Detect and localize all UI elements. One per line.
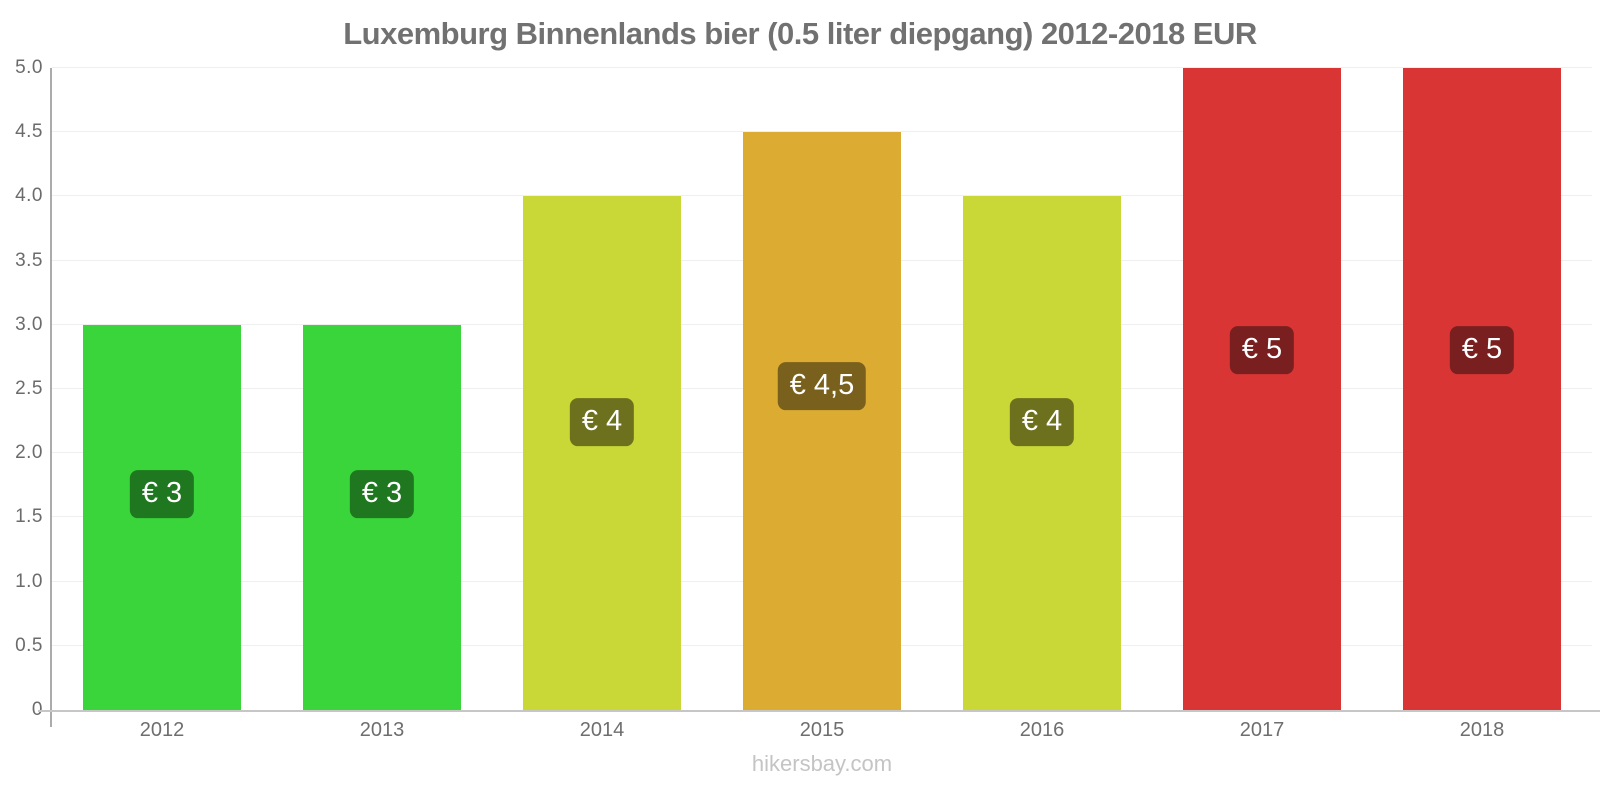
x-axis-tick-label: 2016: [1019, 719, 1065, 741]
bar-2014: € 4: [522, 196, 682, 710]
y-axis-tick-label: 2.0: [15, 442, 43, 464]
x-axis-tick-label: 2017: [1239, 719, 1285, 741]
bar-value-badge: € 4,5: [777, 362, 867, 411]
bar-2012: € 3: [82, 324, 242, 710]
bar-2013: € 3: [302, 324, 462, 710]
bar-value-badge: € 5: [1229, 326, 1295, 375]
y-axis-tick-label: 4.5: [15, 121, 43, 143]
y-axis-line: [50, 68, 52, 727]
gridline: [52, 131, 1592, 133]
bar-2018: € 5: [1402, 68, 1562, 710]
y-axis-tick-label: 3.5: [15, 249, 43, 271]
y-axis-tick-label: 5.0: [15, 57, 43, 78]
y-axis-tick-label: 0.5: [15, 634, 43, 656]
footer-watermark: hikersbay.com: [751, 751, 893, 776]
y-axis-tick-label: 4.0: [15, 185, 43, 207]
bar-value-badge: € 3: [129, 470, 195, 519]
y-axis-tick-label: 3.0: [15, 313, 43, 335]
bar-value-badge: € 4: [569, 398, 635, 447]
bar-value-badge: € 3: [349, 470, 415, 519]
x-axis-tick-label: 2013: [359, 719, 405, 741]
y-axis-tick-label: 1.5: [15, 506, 43, 528]
chart-title: Luxemburg Binnenlands bier (0.5 liter di…: [343, 16, 1257, 51]
x-axis-tick-label: 2018: [1459, 719, 1505, 741]
bar-value-badge: € 5: [1449, 326, 1515, 375]
bar-2015: € 4,5: [742, 132, 902, 710]
x-axis-line: [38, 710, 1600, 712]
y-axis-tick-label: 2.5: [15, 378, 43, 399]
bar-2016: € 4: [962, 196, 1122, 710]
y-axis-tick-label: 1.0: [15, 570, 43, 592]
bar-2017: € 5: [1182, 68, 1342, 710]
gridline: [52, 67, 1592, 68]
y-axis-tick-label: 0: [32, 699, 43, 721]
plot-area: 0 0.5 1.0 1.5 2.0 2.5 3.0 3.5 4.0 4.5 5.0 € 3 2012 € …: [15, 57, 1600, 741]
x-axis-tick-label: 2014: [579, 719, 625, 741]
bar-value-badge: € 4: [1009, 398, 1075, 447]
x-axis-tick-label: 2012: [139, 719, 185, 741]
x-axis-tick-label: 2015: [799, 719, 845, 741]
